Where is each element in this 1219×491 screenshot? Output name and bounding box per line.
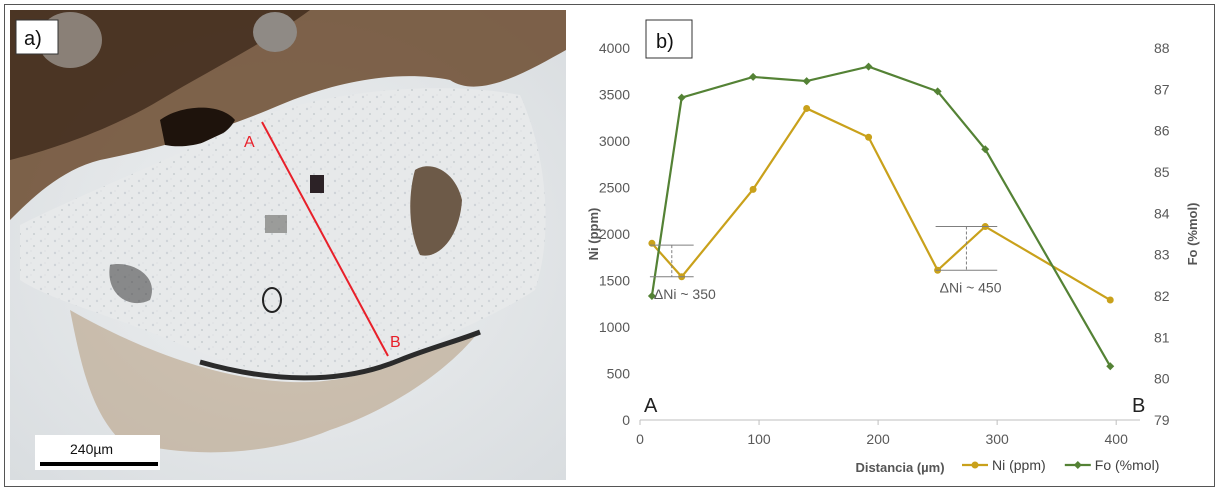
bubble-2: [253, 12, 297, 52]
y-right-tick-label: 79: [1154, 412, 1170, 428]
panel-b-label-box: [645, 19, 693, 59]
y-right-tick-label: 81: [1154, 329, 1170, 345]
y-left-tick-label: 1500: [599, 273, 630, 289]
y-left-tick-label: 0: [622, 412, 630, 428]
y-right-tick-label: 87: [1154, 81, 1170, 97]
x-tick-label: 400: [1105, 431, 1129, 447]
data-point: [749, 72, 758, 81]
y-right-tick-label: 82: [1154, 288, 1170, 304]
panel-a-label-box: [15, 19, 59, 55]
data-point: [677, 93, 686, 102]
data-point: [647, 292, 656, 300]
legend-label: Fo (%mol): [1095, 457, 1160, 473]
corner-label-end: B: [1132, 395, 1145, 417]
data-point: [802, 77, 811, 86]
dark-patch: [109, 264, 152, 304]
y-left-tick-label: 4000: [599, 40, 630, 56]
y-right-tick-label: 85: [1154, 164, 1170, 180]
data-point: [648, 239, 656, 247]
annotation-label: ΔNi ~ 450: [940, 279, 1002, 295]
x-tick-label: 100: [747, 431, 771, 447]
scale-bar-label: 240µm: [70, 441, 113, 457]
chart-axes: 0 100 200 300 400050010001500200025003000350…: [599, 40, 1170, 447]
annotation-label: ΔNi ~ 350: [654, 286, 716, 302]
legend-marker: [971, 461, 979, 469]
data-point: [749, 185, 757, 193]
data-point: [865, 133, 873, 141]
chart-legend: Ni (ppm) Fo (%mol): [962, 457, 1159, 473]
legend-label: Ni (ppm): [992, 457, 1046, 473]
crystal-rim-lower: [70, 310, 480, 453]
y-right-tick-label: 88: [1154, 40, 1170, 56]
data-point: [803, 104, 811, 112]
y-left-tick-label: 500: [607, 366, 631, 382]
corner-label-start: A: [644, 395, 658, 417]
dark-rim-line: [199, 329, 481, 381]
x-axis-title: Distancia (µm): [855, 460, 944, 475]
y-left-tick-label: 1000: [599, 319, 630, 335]
panel-b-label: b): [656, 31, 674, 53]
y-right-axis-title: Fo (%mol): [1185, 203, 1200, 266]
profile-line: [261, 121, 389, 357]
legend-marker: [1073, 461, 1082, 469]
data-point: [981, 145, 990, 154]
x-tick-label: 0: [636, 431, 644, 447]
inclusion-large: [410, 166, 462, 256]
chart-annotations: ΔNi ~ 350 ΔNi ~ 450: [649, 226, 1002, 302]
data-point: [864, 62, 873, 71]
chart-series: [647, 62, 1115, 371]
y-left-tick-label: 3000: [599, 133, 630, 149]
y-left-tick-label: 2000: [599, 226, 630, 242]
y-right-tick-label: 80: [1154, 371, 1170, 387]
x-tick-label: 300: [985, 431, 1009, 447]
y-right-tick-label: 83: [1154, 247, 1170, 263]
melt-inclusion: [262, 287, 282, 313]
point-b-label: B: [390, 334, 401, 351]
y-left-tick-label: 2500: [599, 180, 630, 196]
series-line-2: [650, 65, 1112, 367]
line-chart: 0 100 200 300 400050010001500200025003000350…: [586, 19, 1200, 475]
y-left-axis-title: Ni (ppm): [586, 208, 601, 261]
point-a-label: A: [244, 134, 255, 151]
scale-bar: [40, 462, 158, 466]
y-right-tick-label: 84: [1154, 205, 1170, 221]
data-point: [1106, 296, 1114, 304]
data-point: [1106, 362, 1115, 371]
micrograph-panel: A B a) 240µm: [10, 10, 566, 480]
data-point: [933, 87, 942, 96]
series-line-1: [651, 107, 1111, 301]
y-left-tick-label: 3500: [599, 87, 630, 103]
x-tick-label: 200: [866, 431, 890, 447]
panel-a-label: a): [24, 28, 42, 50]
inclusion-grey: [265, 215, 287, 233]
y-right-tick-label: 86: [1154, 123, 1170, 139]
inclusion-small: [310, 175, 324, 193]
